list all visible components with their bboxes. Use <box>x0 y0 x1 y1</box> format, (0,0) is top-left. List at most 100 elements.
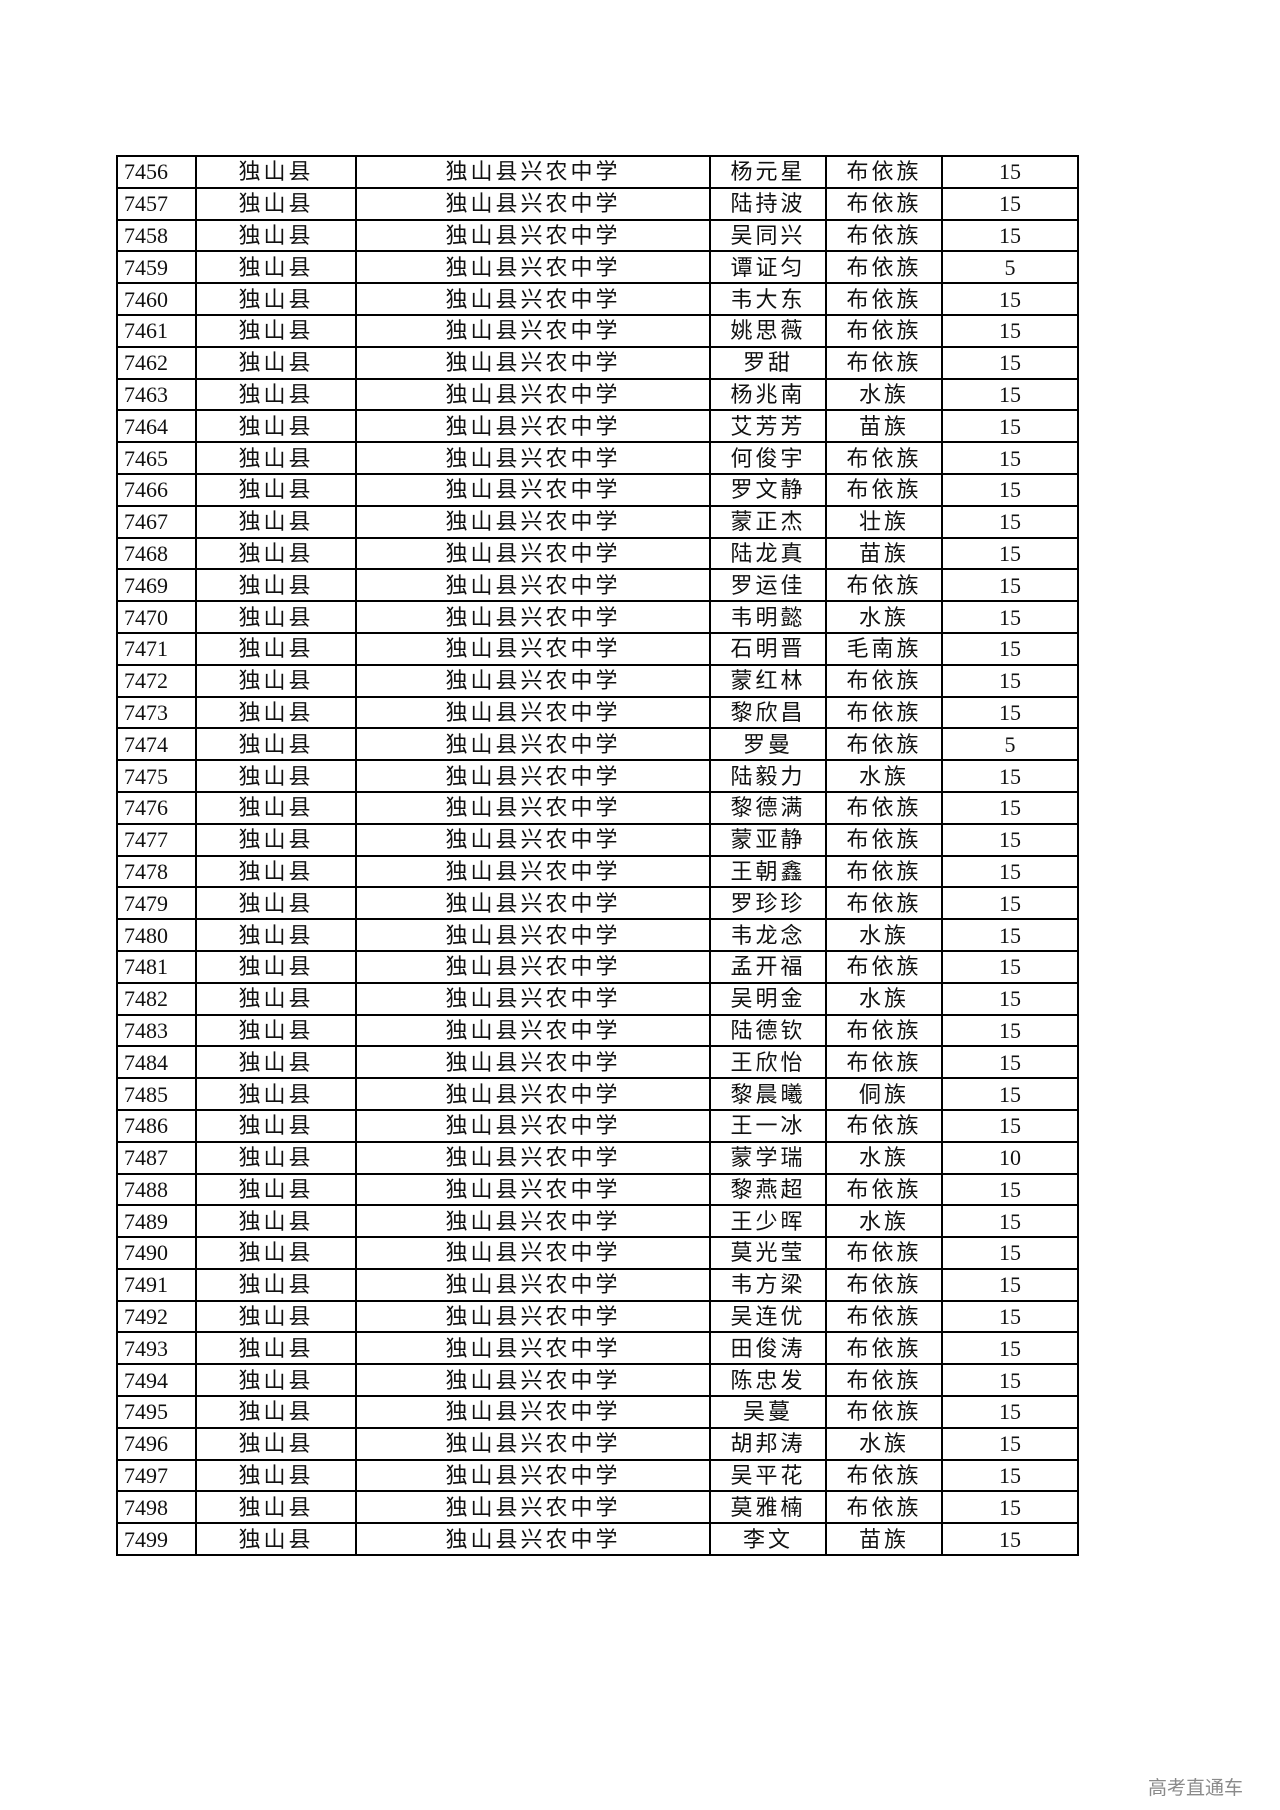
table-row: 7469 独山县 独山县兴农中学 罗运佳 布依族 15 <box>116 568 1079 603</box>
ethnicity-cell: 布依族 <box>825 1299 943 1334</box>
table-row: 7478 独山县 独山县兴农中学 王朝鑫 布依族 15 <box>116 854 1079 889</box>
table-row: 7490 独山县 独山县兴农中学 莫光莹 布依族 15 <box>116 1236 1079 1270</box>
table-row: 7457 独山县 独山县兴农中学 陆持波 布依族 15 <box>116 186 1079 221</box>
school-cell: 独山县兴农中学 <box>355 536 711 571</box>
row-number-cell: 7486 <box>116 1108 197 1143</box>
school-cell: 独山县兴农中学 <box>355 918 711 952</box>
table-row: 7475 独山县 独山县兴农中学 陆毅力 水族 15 <box>116 759 1079 793</box>
row-number-cell: 7480 <box>116 918 197 952</box>
school-cell: 独山县兴农中学 <box>355 1331 711 1366</box>
score-cell: 15 <box>941 568 1079 603</box>
county-cell: 独山县 <box>195 759 357 793</box>
county-cell: 独山县 <box>195 313 357 348</box>
table-row: 7487 独山县 独山县兴农中学 蒙学瑞 水族 10 <box>116 1140 1079 1175</box>
score-cell: 15 <box>941 1204 1079 1239</box>
school-cell: 独山县兴农中学 <box>355 504 711 539</box>
student-name-cell: 蒙学瑞 <box>709 1140 827 1175</box>
row-number-cell: 7498 <box>116 1490 197 1525</box>
score-cell: 15 <box>941 1426 1079 1461</box>
score-cell: 15 <box>941 1331 1079 1366</box>
school-cell: 独山县兴农中学 <box>355 1045 711 1080</box>
school-cell: 独山县兴农中学 <box>355 695 711 730</box>
score-cell: 15 <box>941 1490 1079 1525</box>
county-cell: 独山县 <box>195 409 357 444</box>
row-number-cell: 7465 <box>116 441 197 475</box>
ethnicity-cell: 布依族 <box>825 949 943 984</box>
table-row: 7496 独山县 独山县兴农中学 胡邦涛 水族 15 <box>116 1426 1079 1461</box>
county-cell: 独山县 <box>195 1077 357 1111</box>
ethnicity-cell: 布依族 <box>825 186 943 221</box>
table-row: 7467 独山县 独山县兴农中学 蒙正杰 壮族 15 <box>116 504 1079 539</box>
row-number-cell: 7470 <box>116 600 197 634</box>
score-cell: 15 <box>941 600 1079 634</box>
ethnicity-cell: 水族 <box>825 981 943 1016</box>
ethnicity-cell: 壮族 <box>825 504 943 539</box>
student-name-cell: 杨兆南 <box>709 377 827 412</box>
student-name-cell: 陆持波 <box>709 186 827 221</box>
county-cell: 独山县 <box>195 1490 357 1525</box>
ethnicity-cell: 布依族 <box>825 1363 943 1398</box>
county-cell: 独山县 <box>195 441 357 475</box>
row-number-cell: 7488 <box>116 1172 197 1207</box>
county-cell: 独山县 <box>195 1236 357 1270</box>
county-cell: 独山县 <box>195 377 357 412</box>
county-cell: 独山县 <box>195 1299 357 1334</box>
ethnicity-cell: 布依族 <box>825 250 943 285</box>
county-cell: 独山县 <box>195 345 357 380</box>
student-name-cell: 谭证匀 <box>709 250 827 285</box>
student-name-cell: 李文 <box>709 1522 827 1557</box>
student-name-cell: 罗曼 <box>709 727 827 762</box>
row-number-cell: 7460 <box>116 282 197 316</box>
school-cell: 独山县兴农中学 <box>355 631 711 666</box>
county-cell: 独山县 <box>195 727 357 762</box>
county-cell: 独山县 <box>195 155 357 189</box>
county-cell: 独山县 <box>195 822 357 857</box>
row-number-cell: 7476 <box>116 790 197 825</box>
row-number-cell: 7483 <box>116 1013 197 1048</box>
school-cell: 独山县兴农中学 <box>355 1299 711 1334</box>
table-row: 7493 独山县 独山县兴农中学 田俊涛 布依族 15 <box>116 1331 1079 1366</box>
row-number-cell: 7463 <box>116 377 197 412</box>
school-cell: 独山县兴农中学 <box>355 155 711 189</box>
table-row: 7458 独山县 独山县兴农中学 吴同兴 布依族 15 <box>116 218 1079 253</box>
score-cell: 15 <box>941 313 1079 348</box>
ethnicity-cell: 布依族 <box>825 282 943 316</box>
table-row: 7462 独山县 独山县兴农中学 罗甜 布依族 15 <box>116 345 1079 380</box>
table-row: 7491 独山县 独山县兴农中学 韦方梁 布依族 15 <box>116 1267 1079 1302</box>
ethnicity-cell: 苗族 <box>825 1522 943 1557</box>
school-cell: 独山县兴农中学 <box>355 1490 711 1525</box>
table-row: 7499 独山县 独山县兴农中学 李文 苗族 15 <box>116 1522 1079 1557</box>
student-name-cell: 黎德满 <box>709 790 827 825</box>
student-name-cell: 黎欣昌 <box>709 695 827 730</box>
score-cell: 15 <box>941 886 1079 921</box>
school-cell: 独山县兴农中学 <box>355 886 711 921</box>
student-name-cell: 蒙红林 <box>709 663 827 698</box>
student-name-cell: 王欣怡 <box>709 1045 827 1080</box>
score-cell: 15 <box>941 282 1079 316</box>
school-cell: 独山县兴农中学 <box>355 1236 711 1270</box>
school-cell: 独山县兴农中学 <box>355 1363 711 1398</box>
score-cell: 15 <box>941 1077 1079 1111</box>
row-number-cell: 7478 <box>116 854 197 889</box>
score-cell: 15 <box>941 822 1079 857</box>
student-name-cell: 黎燕超 <box>709 1172 827 1207</box>
table-row: 7480 独山县 独山县兴农中学 韦龙念 水族 15 <box>116 918 1079 952</box>
student-name-cell: 田俊涛 <box>709 1331 827 1366</box>
row-number-cell: 7474 <box>116 727 197 762</box>
student-name-cell: 孟开福 <box>709 949 827 984</box>
student-name-cell: 杨元星 <box>709 155 827 189</box>
student-name-cell: 陆毅力 <box>709 759 827 793</box>
row-number-cell: 7492 <box>116 1299 197 1334</box>
student-name-cell: 艾芳芳 <box>709 409 827 444</box>
school-cell: 独山县兴农中学 <box>355 186 711 221</box>
school-cell: 独山县兴农中学 <box>355 1395 711 1429</box>
score-cell: 15 <box>941 1363 1079 1398</box>
student-name-cell: 罗运佳 <box>709 568 827 603</box>
student-name-cell: 罗珍珍 <box>709 886 827 921</box>
ethnicity-cell: 布依族 <box>825 822 943 857</box>
ethnicity-cell: 布依族 <box>825 790 943 825</box>
county-cell: 独山县 <box>195 536 357 571</box>
table-row: 7492 独山县 独山县兴农中学 吴连优 布依族 15 <box>116 1299 1079 1334</box>
table-row: 7463 独山县 独山县兴农中学 杨兆南 水族 15 <box>116 377 1079 412</box>
row-number-cell: 7482 <box>116 981 197 1016</box>
